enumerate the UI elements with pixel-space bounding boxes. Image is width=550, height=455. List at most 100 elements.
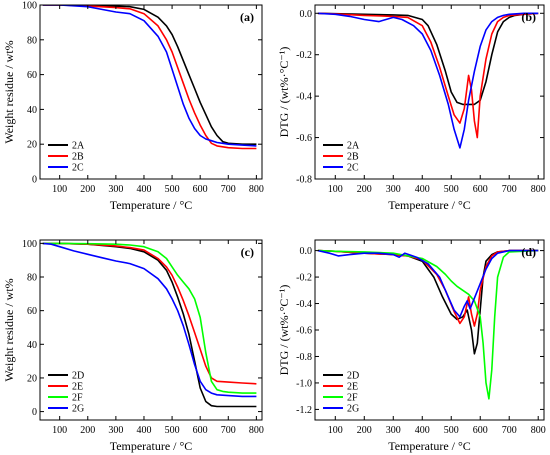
x-axis-label: Temperature / °C xyxy=(388,439,471,453)
y-tick-label: 0 xyxy=(32,175,37,186)
x-tick-label: 400 xyxy=(415,425,430,436)
y-tick-label: 40 xyxy=(27,105,37,116)
series-line-2E xyxy=(317,249,539,327)
legend-label-2B: 2B xyxy=(347,152,359,163)
y-tick-label: 80 xyxy=(27,273,37,284)
x-tick-label: 600 xyxy=(193,184,208,195)
series-line-2E xyxy=(42,242,257,385)
x-tick-label: 300 xyxy=(386,425,401,436)
series-line-2G xyxy=(317,249,539,318)
y-tick-label: 0.0 xyxy=(300,246,313,257)
x-tick-label: 200 xyxy=(80,184,95,195)
y-tick-label: 60 xyxy=(27,306,37,317)
panel-tag: (d) xyxy=(521,245,536,259)
x-tick-label: 100 xyxy=(328,425,343,436)
series-line-2C xyxy=(42,5,257,147)
x-tick-label: 800 xyxy=(531,425,546,436)
x-axis-label: Temperature / °C xyxy=(388,198,471,212)
y-tick-label: 20 xyxy=(27,373,37,384)
legend-label-2D: 2D xyxy=(72,371,84,382)
x-tick-label: 100 xyxy=(328,184,343,195)
y-tick-label: 80 xyxy=(27,35,37,46)
panel-3: 100 200 300 400 500 600 700 800 0.0 -0.2 -0.4 -0.6 -… xyxy=(277,239,546,453)
y-tick-label: 100 xyxy=(22,239,37,250)
x-tick-label: 400 xyxy=(136,184,151,195)
plot-frame xyxy=(314,4,545,180)
legend-label-2F: 2F xyxy=(347,393,358,404)
x-tick-label: 400 xyxy=(415,184,430,195)
x-axis-label: Temperature / °C xyxy=(110,198,193,212)
panel-tag: (b) xyxy=(521,10,536,24)
x-tick-label: 300 xyxy=(108,184,123,195)
series-line-2B xyxy=(317,12,539,139)
y-tick-label: -0.4 xyxy=(296,92,312,103)
x-tick-label: 500 xyxy=(444,184,459,195)
x-tick-label: 200 xyxy=(80,425,95,436)
panel-1: 100 200 300 400 500 600 700 800 0.0 -0.2 -0.4 -0.6 -… xyxy=(277,4,546,212)
x-tick-label: 500 xyxy=(444,425,459,436)
series-line-2F xyxy=(317,249,539,400)
series-line-2B xyxy=(42,5,257,150)
legend-label-2C: 2C xyxy=(72,163,84,174)
y-tick-label: -0.6 xyxy=(296,326,312,337)
series-line-2C xyxy=(317,12,539,149)
x-tick-label: 300 xyxy=(386,184,401,195)
y-tick-label: -0.4 xyxy=(296,299,312,310)
x-tick-label: 800 xyxy=(249,425,264,436)
series-line-2A xyxy=(42,5,257,145)
x-tick-label: 600 xyxy=(473,425,488,436)
series-line-2F xyxy=(42,242,257,394)
legend-label-2A: 2A xyxy=(347,141,360,152)
legend-label-2G: 2G xyxy=(72,404,84,415)
panel-tag: (c) xyxy=(241,245,254,259)
y-tick-label: -0.8 xyxy=(296,352,312,363)
panel-tag: (a) xyxy=(240,10,254,24)
x-tick-label: 100 xyxy=(52,184,67,195)
x-tick-label: 700 xyxy=(502,184,517,195)
y-tick-label: -1.0 xyxy=(296,378,312,389)
x-tick-label: 200 xyxy=(357,184,372,195)
x-tick-label: 700 xyxy=(502,425,517,436)
x-tick-label: 200 xyxy=(357,425,372,436)
x-tick-label: 400 xyxy=(136,425,151,436)
y-tick-label: -0.6 xyxy=(296,133,312,144)
x-tick-label: 600 xyxy=(193,425,208,436)
x-tick-label: 100 xyxy=(52,425,67,436)
legend-label-2G: 2G xyxy=(347,404,359,415)
legend-label-2C: 2C xyxy=(347,163,359,174)
legend-label-2F: 2F xyxy=(72,393,83,404)
x-tick-label: 700 xyxy=(221,425,236,436)
plot-frame xyxy=(39,4,263,180)
x-tick-label: 700 xyxy=(221,184,236,195)
x-tick-label: 800 xyxy=(531,184,546,195)
panel-2: 100 200 300 400 500 600 700 800 0 20 40 60 80 100 Temp… xyxy=(2,239,264,453)
legend-label-2E: 2E xyxy=(347,382,358,393)
y-tick-label: 40 xyxy=(27,340,37,351)
y-tick-label: 60 xyxy=(27,70,37,81)
x-tick-label: 300 xyxy=(108,425,123,436)
x-tick-label: 800 xyxy=(249,184,264,195)
y-tick-label: -0.2 xyxy=(296,273,312,284)
y-tick-label: -0.2 xyxy=(296,50,312,61)
x-tick-label: 500 xyxy=(165,184,180,195)
x-tick-label: 500 xyxy=(165,425,180,436)
y-tick-label: 0 xyxy=(32,407,37,418)
y-tick-label: 0.0 xyxy=(300,9,313,20)
plot-frame xyxy=(39,239,263,421)
x-tick-label: 600 xyxy=(473,184,488,195)
legend-label-2E: 2E xyxy=(72,382,83,393)
x-axis-label: Temperature / °C xyxy=(110,439,193,453)
y-axis-label: Weight residue / wt% xyxy=(2,40,16,143)
series-line-2A xyxy=(317,12,539,106)
legend-label-2D: 2D xyxy=(347,371,359,382)
legend-label-2B: 2B xyxy=(72,152,84,163)
y-tick-label: 20 xyxy=(27,140,37,151)
y-axis-label: DTG / (wt%·°C⁻¹) xyxy=(277,285,291,376)
y-tick-label: 100 xyxy=(22,1,37,12)
legend-label-2A: 2A xyxy=(72,141,85,152)
